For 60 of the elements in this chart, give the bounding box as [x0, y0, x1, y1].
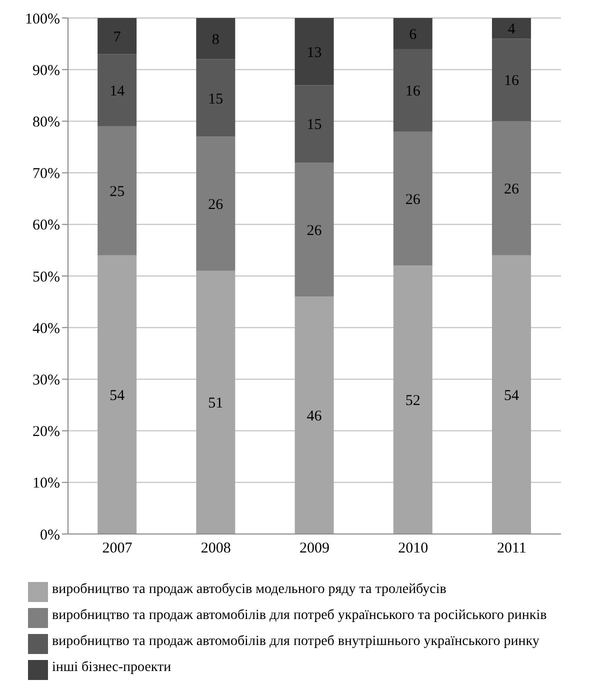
bar	[196, 136, 236, 271]
data-label: 15	[208, 91, 224, 108]
legend-label: виробництво та продаж автомобілів для потреб українського та російського ринків	[52, 608, 547, 624]
data-label: 16	[504, 73, 520, 90]
y-tick-label: 90%	[32, 62, 60, 79]
y-tick-label: 0%	[40, 527, 60, 544]
bar	[393, 132, 432, 266]
bar	[294, 85, 334, 162]
data-label: 26	[405, 192, 421, 208]
y-tick-label: 70%	[32, 166, 60, 182]
bar	[393, 18, 432, 49]
bar	[492, 121, 531, 256]
x-tick-label: 2007	[102, 540, 133, 557]
data-label: 51	[208, 396, 224, 412]
data-label: 6	[409, 26, 418, 43]
data-label: 26	[306, 222, 322, 239]
y-tick-label: 50%	[32, 269, 60, 286]
legend-label: виробництво та продаж автомобілів для потреб внутрішнього українського ринку	[52, 634, 540, 650]
bar	[98, 54, 137, 126]
data-label: 25	[110, 184, 125, 200]
data-label: 26	[504, 182, 520, 198]
x-tick-label: 2008	[200, 540, 231, 557]
data-label: 14	[110, 84, 126, 100]
x-tick-label: 2011	[496, 540, 526, 557]
legend-label: інші бізнес-проекти	[52, 660, 172, 676]
bar	[294, 162, 334, 297]
y-tick-label: 60%	[32, 218, 60, 234]
data-label: 7	[113, 29, 122, 46]
y-tick-label: 80%	[32, 114, 60, 131]
data-label: 46	[306, 408, 322, 425]
data-label: 13	[306, 44, 322, 61]
y-tick-label: 20%	[32, 424, 60, 440]
bar	[492, 38, 531, 122]
bar	[294, 18, 334, 86]
data-label: 26	[208, 197, 224, 214]
bar	[196, 59, 236, 137]
legend-label: виробництво та продаж автобусів модельного ряду та тролейбусів	[52, 582, 446, 598]
data-label: 15	[306, 117, 322, 134]
x-tick-label: 2010	[398, 540, 428, 557]
bar	[393, 48, 432, 132]
bar	[98, 18, 137, 54]
data-label: 16	[405, 84, 421, 100]
data-label: 54	[504, 388, 520, 404]
y-tick-label: 10%	[32, 476, 60, 492]
bar	[294, 296, 334, 534]
data-label: 4	[508, 22, 516, 38]
y-tick-label: 40%	[32, 320, 60, 337]
bar	[196, 270, 236, 534]
data-label: 54	[110, 388, 126, 404]
data-label: 8	[212, 32, 220, 48]
bar	[393, 266, 432, 534]
bar	[98, 255, 137, 534]
y-tick-label: 100%	[25, 11, 60, 28]
bar	[98, 126, 137, 256]
bar	[492, 18, 531, 39]
bar	[196, 18, 236, 60]
x-tick-label: 2009	[300, 540, 330, 557]
bar	[492, 255, 531, 534]
data-label: 52	[405, 393, 420, 410]
y-tick-label: 30%	[32, 372, 60, 389]
